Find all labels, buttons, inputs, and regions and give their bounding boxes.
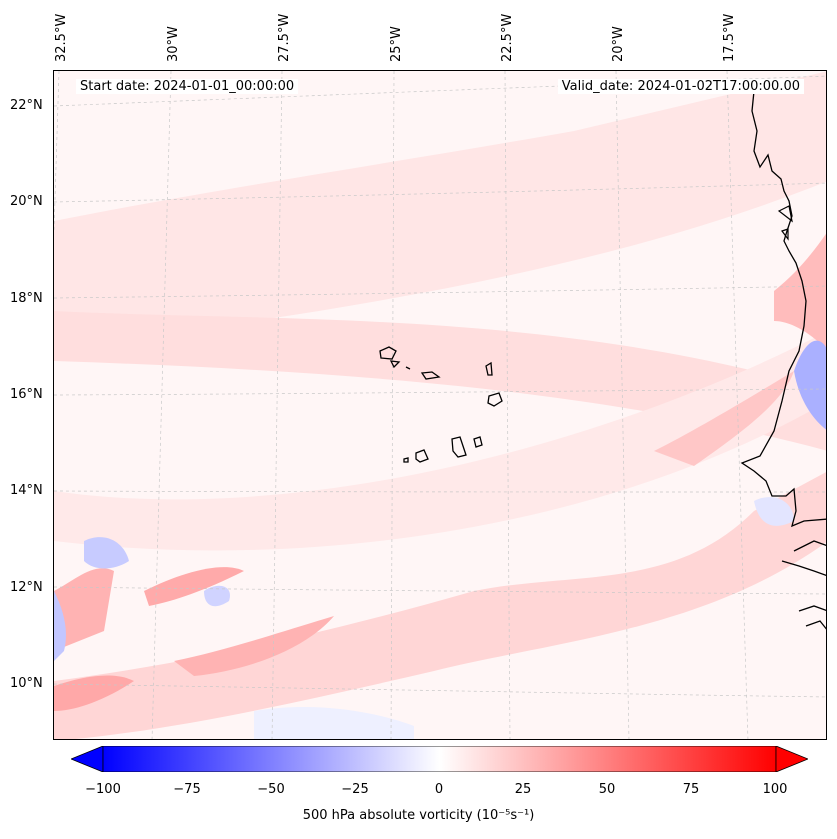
island-sal [485,361,493,376]
positive-streak-west [54,568,114,651]
lon-label-30w: 30°W [166,26,181,62]
lon-label-22-5w: 22.5°W [500,13,515,62]
africa-coastline [740,90,826,528]
coastline-segment-4 [798,605,826,630]
coastline-segment-2 [793,540,826,552]
coastline-segment-3 [781,560,826,576]
island-maio [473,436,483,448]
canary-islands [777,205,793,241]
colorbar-tick: 0 [434,782,444,797]
valid-date-label: Valid_date: 2024-01-02T17:00:00.00 [557,79,804,94]
colorbar-max-extension [775,746,808,772]
start-date-label: Start date: 2024-01-01_00:00:00 [76,79,299,94]
lon-label-17-5w: 17.5°W [722,13,737,62]
colorbar-tick: 75 [682,782,700,797]
island-sao-nicolau [420,371,441,380]
colorbar-gradient [102,746,777,772]
colorbar-tick: −50 [257,782,285,797]
colorbar-tick: 25 [514,782,532,797]
colorbar-tick: −100 [85,782,121,797]
negative-patch-2 [54,591,66,661]
island-sao-vicente [389,360,401,369]
lat-label-12n: 12°N [10,580,43,595]
lat-label-18n: 18°N [10,291,43,306]
positive-streak-east [654,371,794,466]
island-santiago [451,436,467,458]
island-santo-antao [379,346,397,360]
lon-label-32-5w: 32.5°W [54,13,69,62]
positive-streak-coast [774,233,826,350]
colorbar [71,746,808,772]
island-fogo [415,449,429,463]
lat-label-10n: 10°N [10,676,43,691]
colorbar-tick: −25 [341,782,369,797]
vorticity-field [54,71,826,739]
positive-streak-2 [174,616,334,676]
lat-label-14n: 14°N [10,483,43,498]
island-boa-vista [487,392,503,407]
southern-vorticity-band [54,332,826,551]
lower-vorticity-band [54,472,826,739]
cape-verde-islands [379,346,503,463]
negative-patch-1 [84,537,129,569]
lat-label-16n: 16°N [10,387,43,402]
negative-patch-3 [204,585,230,607]
lon-label-20w: 20°W [611,26,626,62]
positive-streak-1 [144,567,244,606]
island-brava [403,457,409,463]
colorbar-tick: −75 [173,782,201,797]
colorbar-tick: 50 [598,782,616,797]
colorbar-min-extension [71,746,104,772]
graticule [54,71,826,739]
lon-label-25w: 25°W [389,26,404,62]
lon-label-27-5w: 27.5°W [277,13,292,62]
colorbar-tick: 100 [762,782,788,797]
negative-patch-4 [754,497,794,526]
upper-vorticity-band [54,71,826,361]
negative-patch-coast [794,340,826,430]
lat-label-20n: 20°N [10,194,43,209]
colorbar-label: 500 hPa absolute vorticity (10⁻⁵s⁻¹) [302,808,535,823]
lat-label-22n: 22°N [10,98,43,113]
vorticity-map: Start date: 2024-01-01_00:00:00 Valid_da… [53,70,827,740]
negative-patch-5 [254,707,414,739]
middle-vorticity-band [54,311,826,451]
